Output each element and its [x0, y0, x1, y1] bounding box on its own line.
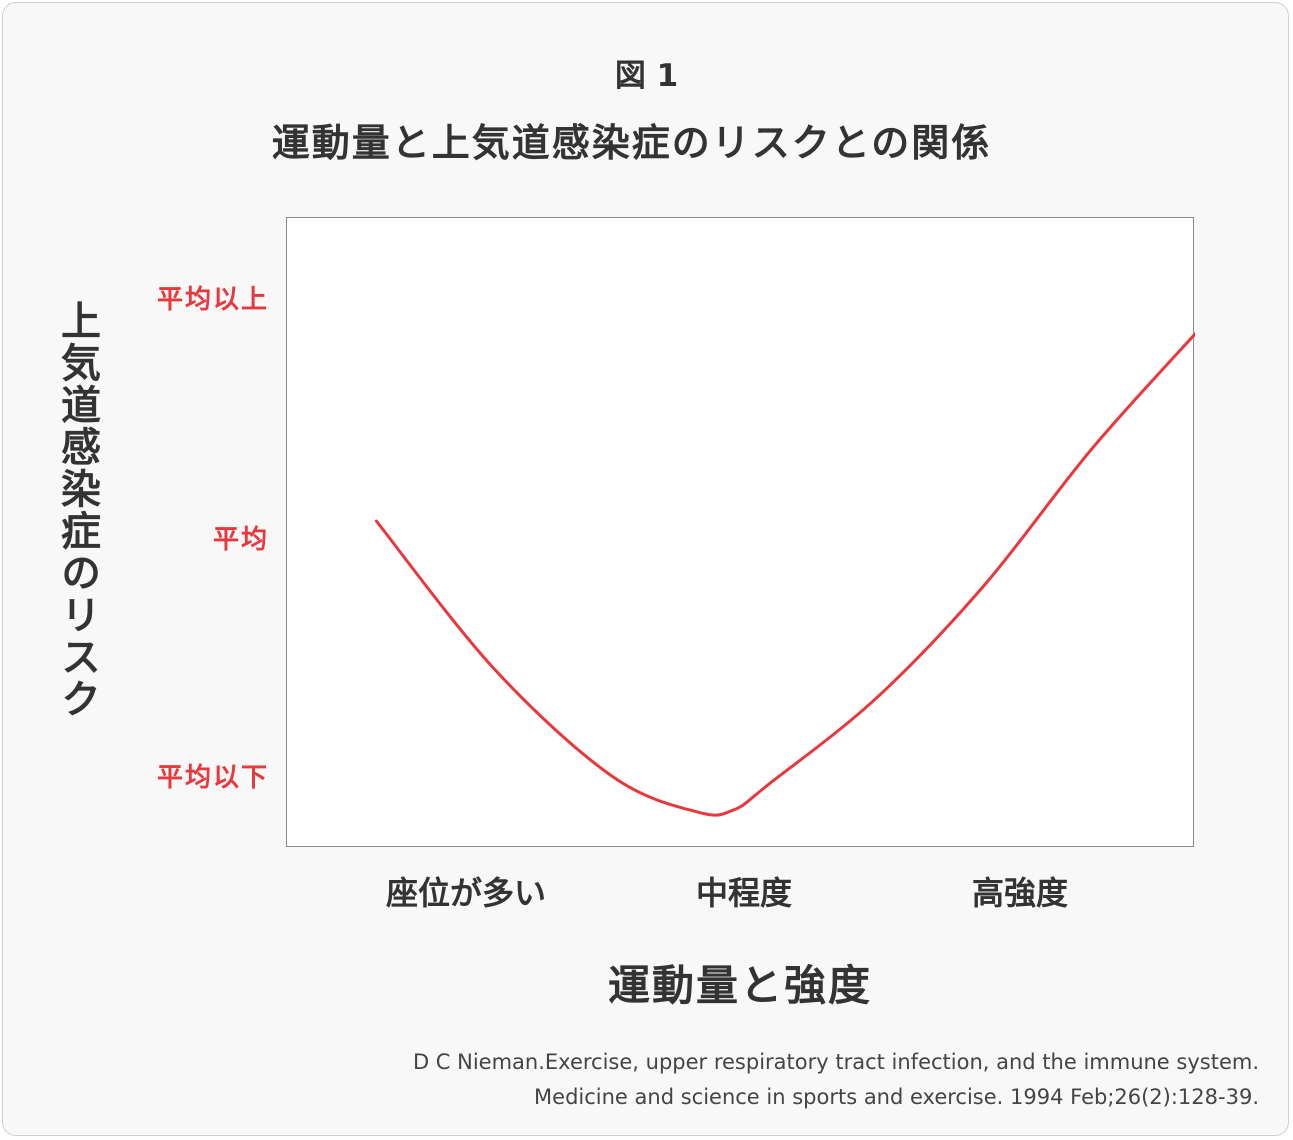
x-tick-high-intensity: 高強度	[971, 874, 1068, 912]
y-tick-below-average: 平均以下	[156, 763, 269, 793]
risk-curve-line-0	[374, 331, 1195, 817]
x-axis-label: 運動量と強度	[607, 961, 872, 1010]
citation-line-2: Medicine and science in sports and exerc…	[534, 1085, 1259, 1109]
citation-line-1: D C Nieman.Exercise, upper respiratory t…	[412, 1050, 1259, 1074]
chart-svg	[374, 331, 1195, 817]
y-axis-label: 上気道感染症のリスク	[54, 300, 100, 720]
x-tick-moderate: 中程度	[695, 874, 792, 912]
y-tick-above-average: 平均以上	[156, 285, 269, 315]
chart-title: 運動量と上気道感染症のリスクとの関係	[271, 121, 992, 165]
x-tick-sedentary: 座位が多い	[385, 874, 546, 912]
plot-area	[286, 217, 1195, 847]
y-tick-average: 平均	[212, 525, 269, 555]
figure-label: 図 1	[614, 58, 679, 94]
